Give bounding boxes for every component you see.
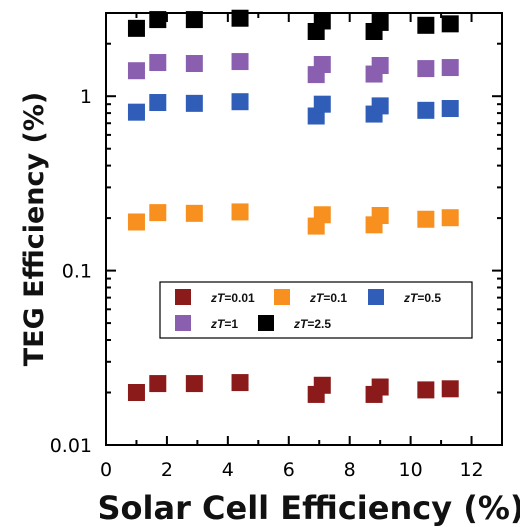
points-layer — [127, 9, 459, 403]
legend: zT=0.01 zT=0.1 zT=0.5 zT=1 zT=2.5 — [159, 281, 473, 339]
x-tick-label: 10 — [399, 459, 423, 481]
legend-label: zT=0.01 — [210, 291, 255, 305]
data-point — [127, 103, 145, 121]
legend-marker — [258, 315, 274, 331]
data-point — [149, 204, 167, 222]
data-point — [231, 93, 249, 111]
ticks-layer: 0 2 4 6 8 10 12 0.01 0.1 1 — [50, 12, 503, 481]
data-point — [127, 19, 145, 37]
data-point — [417, 381, 435, 399]
x-tick-label: 4 — [222, 459, 234, 481]
data-point — [371, 56, 389, 74]
data-point — [127, 62, 145, 80]
data-point — [371, 13, 389, 31]
data-point — [441, 100, 459, 118]
y-tick-label: 1 — [80, 86, 92, 108]
data-point — [313, 55, 331, 73]
x-tick-label: 0 — [100, 459, 112, 481]
data-point — [185, 94, 203, 112]
data-point — [313, 12, 331, 30]
data-point — [417, 60, 435, 78]
data-point — [149, 94, 167, 112]
y-tick-label: 0.1 — [62, 261, 92, 283]
data-point — [441, 15, 459, 33]
data-point — [149, 375, 167, 393]
legend-label: zT=0.1 — [309, 291, 347, 305]
y-axis-title: TEG Efficiency (%) — [19, 92, 50, 367]
data-point — [371, 97, 389, 115]
data-point — [231, 203, 249, 221]
data-point — [127, 213, 145, 231]
data-point — [149, 11, 167, 29]
legend-marker — [274, 289, 290, 305]
data-point — [441, 59, 459, 77]
data-point — [417, 101, 435, 119]
x-tick-label: 8 — [344, 459, 356, 481]
data-point — [149, 54, 167, 72]
data-point — [441, 209, 459, 227]
data-point — [371, 378, 389, 396]
data-point — [371, 207, 389, 225]
data-point — [313, 206, 331, 224]
legend-marker — [175, 289, 191, 305]
legend-marker — [368, 289, 384, 305]
x-tick-label: 12 — [459, 459, 483, 481]
data-point — [231, 374, 249, 392]
data-point — [417, 210, 435, 228]
legend-marker — [175, 315, 191, 331]
data-point — [185, 204, 203, 222]
x-tick-label: 2 — [161, 459, 173, 481]
data-point — [231, 53, 249, 71]
data-point — [441, 380, 459, 398]
plot-area — [105, 12, 503, 446]
y-tick-label: 0.01 — [50, 435, 92, 457]
data-point — [313, 95, 331, 113]
data-point — [185, 11, 203, 29]
x-tick-label: 6 — [283, 459, 295, 481]
data-point — [185, 375, 203, 393]
legend-label: zT=0.5 — [403, 291, 441, 305]
data-point — [417, 16, 435, 34]
data-point — [185, 55, 203, 73]
legend-box — [159, 281, 473, 339]
legend-label: zT=1 — [210, 317, 238, 331]
legend-label: zT=2.5 — [293, 317, 331, 331]
data-point — [313, 376, 331, 394]
data-point — [127, 384, 145, 402]
x-axis-title: Solar Cell Efficiency (%) — [97, 489, 520, 527]
